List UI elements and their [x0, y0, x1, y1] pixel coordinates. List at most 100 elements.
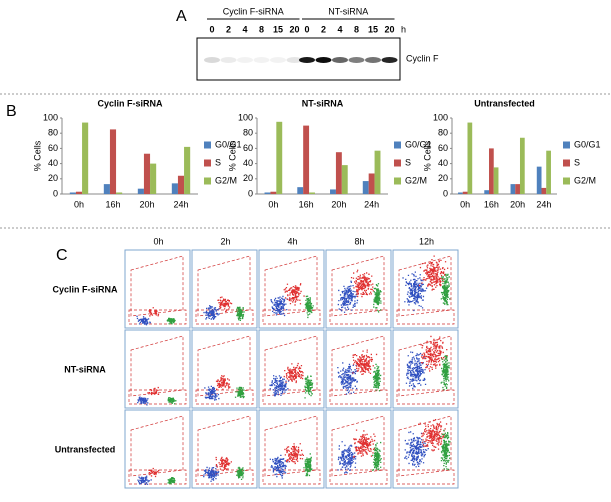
legend-swatch [204, 177, 211, 185]
flow-dots [203, 305, 220, 320]
flow-gate [329, 469, 388, 485]
bar [309, 192, 315, 194]
flow-dots [304, 295, 314, 319]
bar [368, 173, 375, 194]
x-tick-label: 24h [536, 199, 551, 209]
y-tick-label: 100 [238, 112, 253, 122]
column-label: 8h [354, 236, 364, 246]
flow-gate [197, 335, 251, 397]
bar [330, 189, 336, 194]
y-tick-label: 0 [443, 188, 448, 198]
x-tick-label: 24h [173, 199, 188, 209]
flow-plot-frame [258, 329, 325, 409]
bar [519, 137, 525, 194]
flow-dots [217, 296, 233, 312]
blot-band [237, 57, 253, 63]
bar [103, 184, 110, 194]
legend-label: G2/M [405, 175, 427, 185]
y-tick-label: 20 [243, 173, 253, 183]
y-tick-label: 60 [243, 143, 253, 153]
bar [276, 121, 283, 194]
group-label: Cyclin F-siRNA [223, 6, 284, 16]
lane-label: 20 [384, 24, 394, 34]
bar [109, 129, 117, 194]
bar [335, 152, 342, 194]
legend-label: G2/M [215, 175, 237, 185]
flow-gate [331, 335, 385, 397]
bar [171, 183, 178, 194]
column-label: 2h [220, 236, 230, 246]
column-label: 0h [153, 236, 163, 246]
chart-title: NT-siRNA [302, 98, 344, 108]
flow-gate [197, 415, 251, 477]
lane-label: 0 [209, 24, 214, 34]
flow-dots [337, 441, 357, 474]
bar [374, 150, 381, 194]
bar [116, 192, 123, 194]
flow-dots [236, 306, 245, 321]
chart-title: Untransfected [474, 98, 535, 108]
legend-swatch [204, 159, 211, 167]
bar [143, 153, 151, 194]
bar [489, 148, 494, 194]
flow-dots [404, 431, 429, 468]
flow-plot-frame [325, 249, 392, 329]
flow-dots [269, 454, 289, 479]
y-axis-title: % Cells [32, 140, 42, 171]
flow-dots [167, 397, 177, 405]
panel-label: A [176, 8, 187, 25]
blot-band [253, 57, 270, 63]
legend-swatch [394, 159, 401, 167]
band-label: Cyclin F [406, 53, 439, 63]
flow-plot-frame [124, 409, 191, 489]
y-tick-label: 60 [48, 143, 58, 153]
legend-label: G2/M [574, 175, 596, 185]
y-tick-label: 40 [438, 158, 448, 168]
flow-gate [130, 415, 184, 477]
row-label: Untransfected [55, 444, 116, 454]
x-tick-label: 16h [299, 199, 314, 209]
flow-dots [236, 466, 245, 480]
x-tick-label: 0h [74, 199, 84, 209]
legend-label: G0/G1 [215, 139, 242, 149]
bar [150, 163, 157, 194]
flow-dots [203, 465, 220, 482]
flow-gate [128, 309, 187, 325]
legend-swatch [394, 141, 401, 149]
bar [270, 191, 277, 194]
legend-swatch [394, 177, 401, 185]
flow-gate [264, 335, 318, 397]
y-tick-label: 40 [243, 158, 253, 168]
blot-band [332, 57, 348, 63]
bar [484, 190, 490, 194]
legend-label: S [574, 157, 580, 167]
lane-label: 15 [368, 24, 378, 34]
lane-label: 20 [289, 24, 299, 34]
blot-band [286, 57, 303, 63]
bar [137, 188, 144, 194]
y-tick-label: 0 [248, 188, 253, 198]
legend-label: G0/G1 [405, 139, 432, 149]
group-label: NT-siRNA [328, 6, 368, 16]
blot-band [315, 57, 332, 63]
flow-gate [398, 255, 452, 317]
flow-plot-frame [124, 329, 191, 409]
legend-label: G0/G1 [574, 139, 601, 149]
y-tick-label: 60 [438, 143, 448, 153]
bar [82, 122, 89, 194]
bar [510, 184, 516, 194]
flow-dots [147, 386, 160, 396]
flow-plot-frame [392, 249, 459, 329]
legend-swatch [563, 141, 570, 149]
lane-label: 4 [337, 24, 342, 34]
flow-dots [337, 280, 359, 313]
flow-dots [372, 363, 382, 392]
bar [541, 187, 547, 194]
flow-gate [396, 389, 455, 405]
legend-label: S [405, 157, 411, 167]
flow-dots [372, 441, 382, 471]
x-tick-label: 0h [460, 199, 470, 209]
unit-label: h [401, 24, 406, 34]
flow-gate [331, 415, 385, 477]
